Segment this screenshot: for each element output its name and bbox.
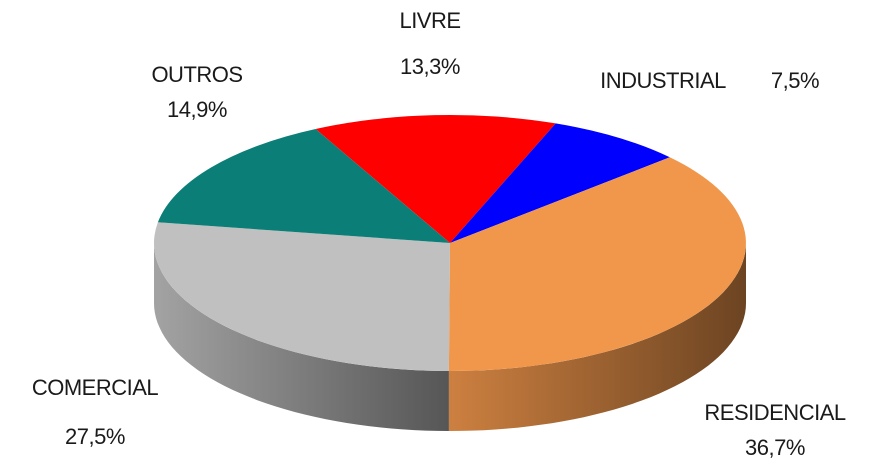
pie-slice bbox=[157, 129, 450, 243]
value-label: 36,7% bbox=[745, 435, 805, 460]
value-label: 7,5% bbox=[771, 68, 819, 93]
value-label: 13,3% bbox=[400, 54, 460, 79]
category-label: RESIDENCIAL bbox=[704, 400, 845, 425]
category-label: OUTROS bbox=[151, 62, 242, 87]
pie-slice bbox=[448, 157, 746, 372]
pie-side bbox=[154, 243, 449, 431]
value-label: 27,5% bbox=[65, 424, 125, 449]
pie-slice bbox=[315, 114, 556, 243]
pie-slice bbox=[154, 222, 451, 371]
category-label: COMERCIAL bbox=[32, 375, 159, 400]
category-label: INDUSTRIAL bbox=[600, 68, 726, 93]
pie-slice bbox=[450, 123, 670, 243]
category-label: LIVRE bbox=[399, 8, 460, 33]
pie-side bbox=[448, 243, 746, 431]
value-label: 14,9% bbox=[167, 97, 227, 122]
